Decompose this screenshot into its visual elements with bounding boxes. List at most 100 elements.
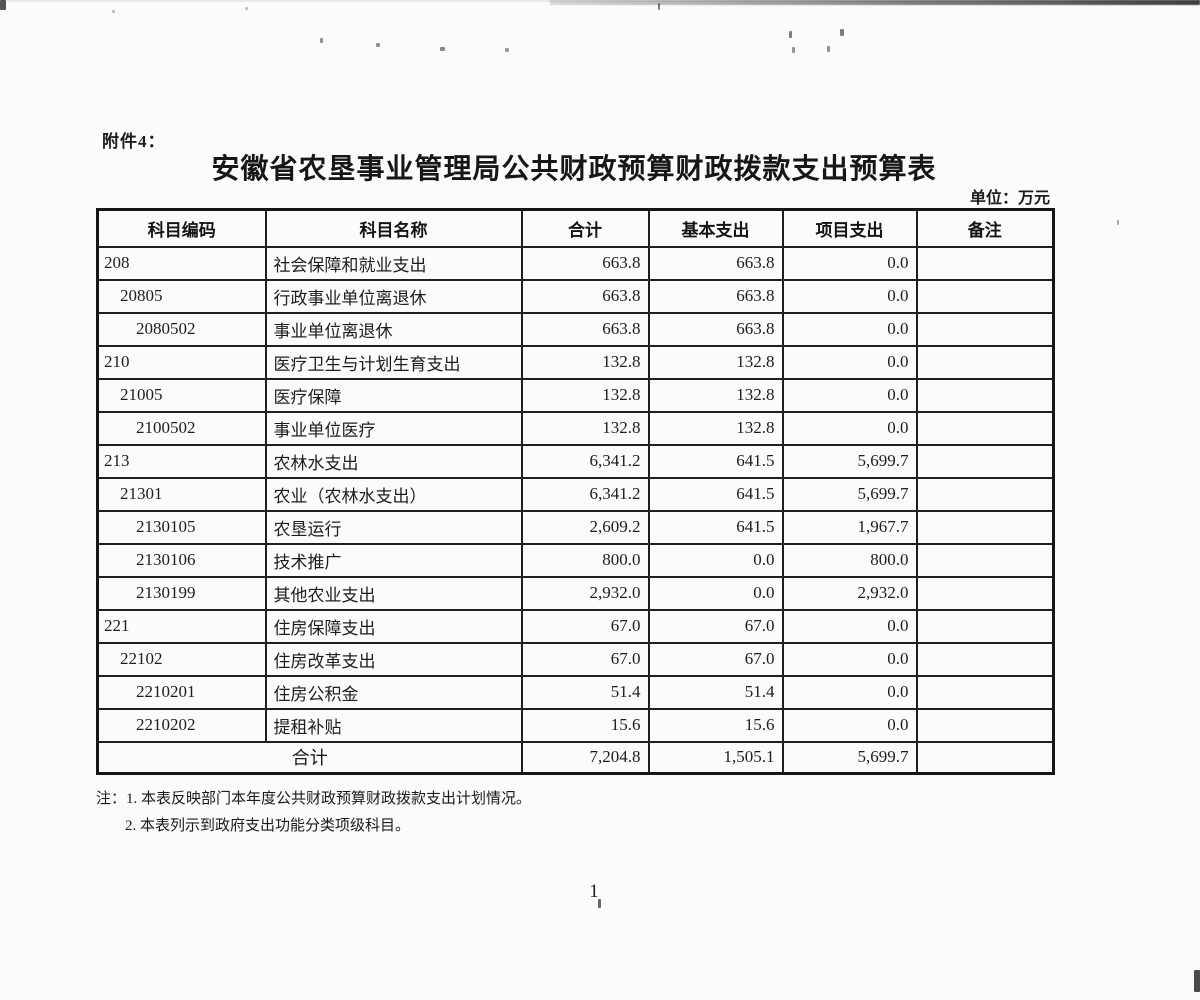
cell-total: 6,341.2 bbox=[520, 476, 650, 512]
cell-basic-expenditure: 51.4 bbox=[647, 674, 784, 710]
col-header-total: 合计 bbox=[520, 208, 650, 248]
cell-basic-expenditure: 132.8 bbox=[647, 377, 784, 413]
cell-total-basic: 1,505.1 bbox=[647, 740, 784, 775]
cell-basic-expenditure: 0.0 bbox=[647, 542, 784, 578]
cell-subject-name: 住房公积金 bbox=[264, 674, 523, 710]
cell-subject-code: 2210202 bbox=[96, 707, 267, 743]
cell-subject-code: 2130199 bbox=[96, 575, 267, 611]
cell-subject-code: 213 bbox=[96, 443, 267, 479]
scan-speck bbox=[789, 31, 792, 38]
cell-project-expenditure: 0.0 bbox=[781, 641, 918, 677]
cell-remark bbox=[915, 641, 1055, 677]
cell-subject-code: 21301 bbox=[96, 476, 267, 512]
cell-subject-name: 提租补贴 bbox=[264, 707, 523, 743]
scan-speck bbox=[320, 38, 323, 43]
cell-subject-name: 农业（农林水支出） bbox=[264, 476, 523, 512]
table-row: 213 农林水支出 6,341.2 641.5 5,699.7 bbox=[96, 443, 1055, 479]
cell-subject-name: 行政事业单位离退休 bbox=[264, 278, 523, 314]
cell-subject-name: 住房保障支出 bbox=[264, 608, 523, 644]
scan-speck bbox=[505, 48, 509, 52]
cell-project-expenditure: 0.0 bbox=[781, 344, 918, 380]
table-row: 2210201 住房公积金 51.4 51.4 0.0 bbox=[96, 674, 1055, 710]
cell-subject-name: 其他农业支出 bbox=[264, 575, 523, 611]
cell-subject-code: 210 bbox=[96, 344, 267, 380]
cell-project-expenditure: 5,699.7 bbox=[781, 476, 918, 512]
cell-subject-name: 医疗保障 bbox=[264, 377, 523, 413]
cell-subject-code: 221 bbox=[96, 608, 267, 644]
cell-basic-expenditure: 132.8 bbox=[647, 344, 784, 380]
table-row: 20805 行政事业单位离退休 663.8 663.8 0.0 bbox=[96, 278, 1055, 314]
table-row: 22102 住房改革支出 67.0 67.0 0.0 bbox=[96, 641, 1055, 677]
cell-basic-expenditure: 641.5 bbox=[647, 443, 784, 479]
col-header-basic-expenditure: 基本支出 bbox=[647, 208, 784, 248]
cell-total: 67.0 bbox=[520, 641, 650, 677]
cell-total: 132.8 bbox=[520, 377, 650, 413]
cell-basic-expenditure: 0.0 bbox=[647, 575, 784, 611]
footnote-2: 2. 本表列示到政府支出功能分类项级科目。 bbox=[125, 818, 411, 834]
cell-project-expenditure: 0.0 bbox=[781, 245, 918, 281]
cell-total: 800.0 bbox=[520, 542, 650, 578]
cell-total-sum: 7,204.8 bbox=[520, 740, 650, 775]
scan-speck bbox=[440, 47, 445, 51]
cell-subject-code: 208 bbox=[96, 245, 267, 281]
cell-subject-name: 技术推广 bbox=[264, 542, 523, 578]
cell-subject-code: 2100502 bbox=[96, 410, 267, 446]
scan-top-line bbox=[0, 0, 1200, 2]
cell-project-expenditure: 0.0 bbox=[781, 707, 918, 743]
table-header-row: 科目编码 科目名称 合计 基本支出 项目支出 备注 bbox=[96, 208, 1055, 248]
cell-remark bbox=[915, 278, 1055, 314]
cell-subject-code: 2080502 bbox=[96, 311, 267, 347]
table-row: 2130106 技术推广 800.0 0.0 800.0 bbox=[96, 542, 1055, 578]
table-row: 210 医疗卫生与计划生育支出 132.8 132.8 0.0 bbox=[96, 344, 1055, 380]
cell-basic-expenditure: 67.0 bbox=[647, 608, 784, 644]
cell-project-expenditure: 0.0 bbox=[781, 674, 918, 710]
cell-remark bbox=[915, 410, 1055, 446]
cell-remark bbox=[915, 311, 1055, 347]
cell-basic-expenditure: 67.0 bbox=[647, 641, 784, 677]
cell-subject-name: 事业单位医疗 bbox=[264, 410, 523, 446]
scan-speck bbox=[598, 899, 601, 908]
cell-project-expenditure: 0.0 bbox=[781, 377, 918, 413]
cell-remark bbox=[915, 443, 1055, 479]
cell-total: 132.8 bbox=[520, 410, 650, 446]
cell-remark bbox=[915, 377, 1055, 413]
table-total-row: 合计 7,204.8 1,505.1 5,699.7 bbox=[96, 740, 1055, 775]
cell-project-expenditure: 2,932.0 bbox=[781, 575, 918, 611]
cell-basic-expenditure: 641.5 bbox=[647, 476, 784, 512]
cell-remark bbox=[915, 509, 1055, 545]
table-row: 2210202 提租补贴 15.6 15.6 0.0 bbox=[96, 707, 1055, 743]
scan-speck bbox=[376, 43, 380, 47]
scan-speck bbox=[0, 0, 6, 10]
table-row: 2100502 事业单位医疗 132.8 132.8 0.0 bbox=[96, 410, 1055, 446]
scan-smudge-top-edge bbox=[550, 0, 1200, 5]
table-row: 21005 医疗保障 132.8 132.8 0.0 bbox=[96, 377, 1055, 413]
table-body: 208 社会保障和就业支出 663.8 663.8 0.0 20805 行政事业单位离退休 6… bbox=[96, 245, 1055, 743]
page-title: 安徽省农垦事业管理局公共财政预算财政拨款支出预算表 bbox=[211, 154, 937, 185]
unit-label: 单位：万元 bbox=[969, 190, 1050, 207]
cell-total-project: 5,699.7 bbox=[781, 740, 918, 775]
scan-speck bbox=[658, 3, 660, 10]
cell-subject-name: 住房改革支出 bbox=[264, 641, 523, 677]
cell-subject-code: 2130105 bbox=[96, 509, 267, 545]
cell-project-expenditure: 800.0 bbox=[781, 542, 918, 578]
cell-total: 6,341.2 bbox=[520, 443, 650, 479]
table-row: 21301 农业（农林水支出） 6,341.2 641.5 5,699.7 bbox=[96, 476, 1055, 512]
cell-total-remark bbox=[915, 740, 1055, 775]
cell-total-label: 合计 bbox=[96, 740, 523, 775]
attachment-label: 附件4： bbox=[102, 132, 166, 151]
cell-basic-expenditure: 641.5 bbox=[647, 509, 784, 545]
cell-total: 663.8 bbox=[520, 278, 650, 314]
cell-subject-code: 22102 bbox=[96, 641, 267, 677]
cell-project-expenditure: 1,967.7 bbox=[781, 509, 918, 545]
cell-project-expenditure: 0.0 bbox=[781, 278, 918, 314]
scan-speck bbox=[1194, 970, 1200, 992]
cell-subject-name: 事业单位离退休 bbox=[264, 311, 523, 347]
scan-speck bbox=[1117, 220, 1119, 225]
cell-basic-expenditure: 132.8 bbox=[647, 410, 784, 446]
scan-speck bbox=[840, 29, 844, 36]
cell-project-expenditure: 5,699.7 bbox=[781, 443, 918, 479]
scan-speck bbox=[792, 47, 795, 53]
cell-remark bbox=[915, 542, 1055, 578]
table-row: 2130105 农垦运行 2,609.2 641.5 1,967.7 bbox=[96, 509, 1055, 545]
